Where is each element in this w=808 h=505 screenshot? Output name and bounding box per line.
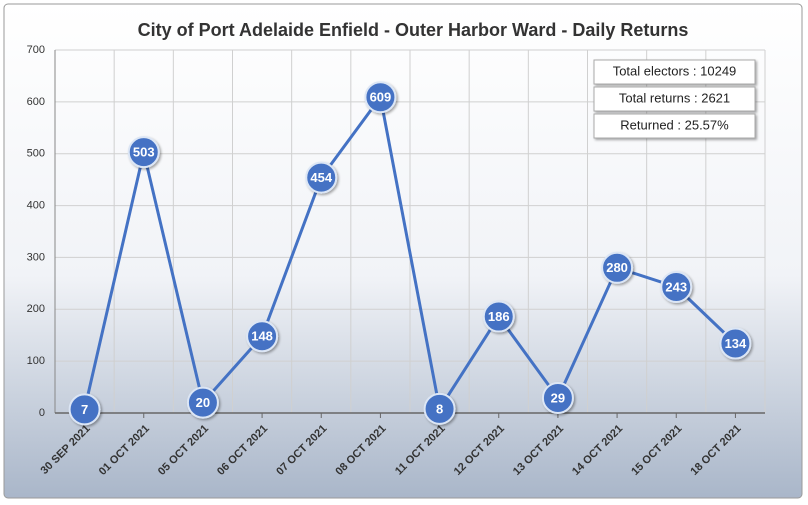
info-text: Total electors : 10249 — [613, 63, 737, 78]
data-label: 8 — [436, 401, 443, 416]
data-label: 454 — [310, 170, 332, 185]
info-text: Returned : 25.57% — [620, 117, 729, 132]
data-point — [601, 251, 634, 284]
info-box — [593, 59, 756, 85]
data-label: 503 — [133, 145, 155, 160]
data-label: 148 — [251, 329, 273, 344]
data-label: 134 — [725, 336, 747, 351]
y-tick-label: 200 — [27, 303, 45, 315]
data-point — [541, 381, 574, 414]
y-tick-label: 600 — [27, 96, 45, 108]
y-tick-label: 700 — [27, 44, 45, 56]
data-point — [482, 300, 515, 333]
data-label: 7 — [81, 402, 88, 417]
data-point — [127, 136, 160, 169]
y-tick-label: 300 — [27, 251, 45, 263]
y-tick-label: 0 — [39, 407, 45, 419]
data-label: 243 — [665, 279, 687, 294]
data-point — [305, 161, 338, 194]
data-point — [364, 81, 397, 114]
data-point — [719, 327, 752, 360]
y-tick-label: 100 — [27, 355, 45, 367]
data-label: 280 — [606, 260, 628, 275]
info-box — [593, 113, 756, 139]
data-point — [186, 386, 219, 419]
data-label: 29 — [551, 390, 565, 405]
data-point — [423, 392, 456, 425]
data-label: 609 — [370, 90, 392, 105]
data-label: 186 — [488, 309, 510, 324]
chart-title: City of Port Adelaide Enfield - Outer Ha… — [138, 20, 689, 40]
y-tick-label: 400 — [27, 199, 45, 211]
info-box — [593, 86, 756, 112]
data-point — [68, 393, 101, 426]
data-label: 20 — [196, 395, 210, 410]
info-text: Total returns : 2621 — [619, 90, 730, 105]
data-point — [660, 270, 693, 303]
y-tick-label: 500 — [27, 148, 45, 160]
data-point — [246, 320, 279, 353]
